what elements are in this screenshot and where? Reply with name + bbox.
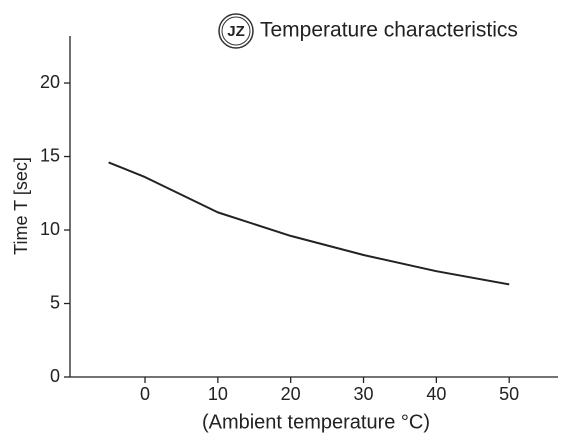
y-tick-label: 20	[40, 72, 60, 92]
x-tick-label: 50	[499, 384, 519, 404]
x-tick-label: 0	[140, 384, 150, 404]
x-tick-label: 30	[354, 384, 374, 404]
logo-text: JZ	[227, 23, 245, 40]
y-tick-label: 5	[50, 292, 60, 312]
y-axis-label: Time T [sec]	[11, 157, 31, 255]
x-tick-label: 10	[208, 384, 228, 404]
data-line	[108, 161, 510, 286]
y-tick-label: 10	[40, 219, 60, 239]
logo: JZ	[218, 13, 254, 49]
x-tick-label: 40	[426, 384, 446, 404]
y-tick-label: 0	[50, 366, 60, 386]
y-tick-label: 15	[40, 145, 60, 165]
x-axis-label: (Ambient temperature °C)	[202, 411, 430, 433]
chart-title: Temperature characteristics	[260, 19, 518, 42]
x-tick-label: 20	[281, 384, 301, 404]
